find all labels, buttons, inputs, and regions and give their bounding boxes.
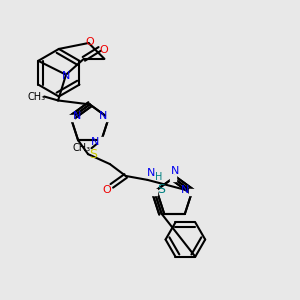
Text: O: O <box>85 37 94 47</box>
Text: N: N <box>98 111 107 121</box>
Bar <box>170 175 176 181</box>
Text: O: O <box>103 185 111 195</box>
Text: O: O <box>99 45 108 55</box>
Text: S: S <box>157 183 165 196</box>
Bar <box>189 189 195 195</box>
Bar <box>98 137 104 143</box>
Text: CH₃: CH₃ <box>73 143 91 153</box>
Text: H: H <box>155 172 162 182</box>
Bar <box>106 115 112 121</box>
Text: N: N <box>91 137 100 147</box>
Bar <box>152 189 158 195</box>
Text: N: N <box>147 168 156 178</box>
Text: N: N <box>73 111 81 121</box>
Text: CH₃: CH₃ <box>27 92 45 101</box>
Text: N: N <box>171 166 179 176</box>
Text: S: S <box>89 148 97 160</box>
Text: N: N <box>62 71 70 81</box>
Bar <box>68 115 74 121</box>
Text: N: N <box>181 184 189 195</box>
